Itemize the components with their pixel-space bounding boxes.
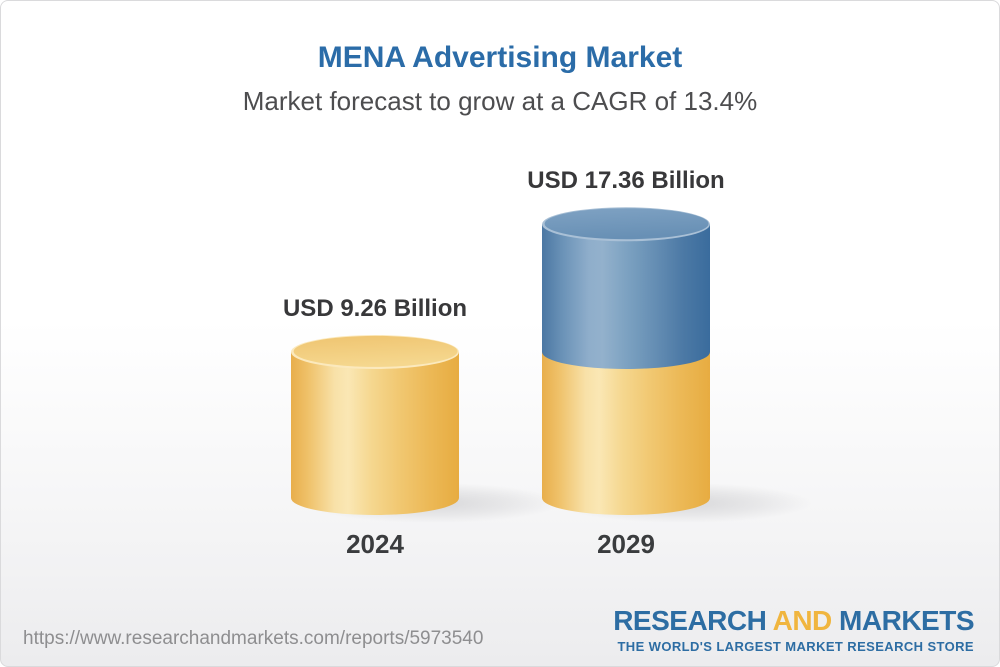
logo-word-and: AND [772,605,833,636]
value-label-2029: USD 17.36 Billion [527,167,725,195]
cylinder-chart-svg [291,207,812,523]
logo-word-markets: MARKETS [839,605,974,636]
chart-title: MENA Advertising Market [317,41,683,74]
source-url[interactable]: https://www.researchandmarkets.com/repor… [23,628,484,649]
logo-word-research: RESEARCH [613,605,767,636]
logo-wordmark: RESEARCH AND MARKETS [613,606,974,636]
category-label-2029: 2029 [597,529,655,559]
value-label-2024: USD 9.26 Billion [282,295,468,322]
research-and-markets-logo: RESEARCH AND MARKETS THE WORLD'S LARGEST… [613,606,974,655]
logo-tagline: THE WORLD'S LARGEST MARKET RESEARCH STOR… [617,639,974,654]
chart-subtitle: Market forecast to grow at a CAGR of 13.… [242,86,758,116]
category-label-2024: 2024 [346,529,404,559]
cylinder-chart: USD 9.26 Billion USD 17.36 Billion 2024 … [1,1,999,601]
